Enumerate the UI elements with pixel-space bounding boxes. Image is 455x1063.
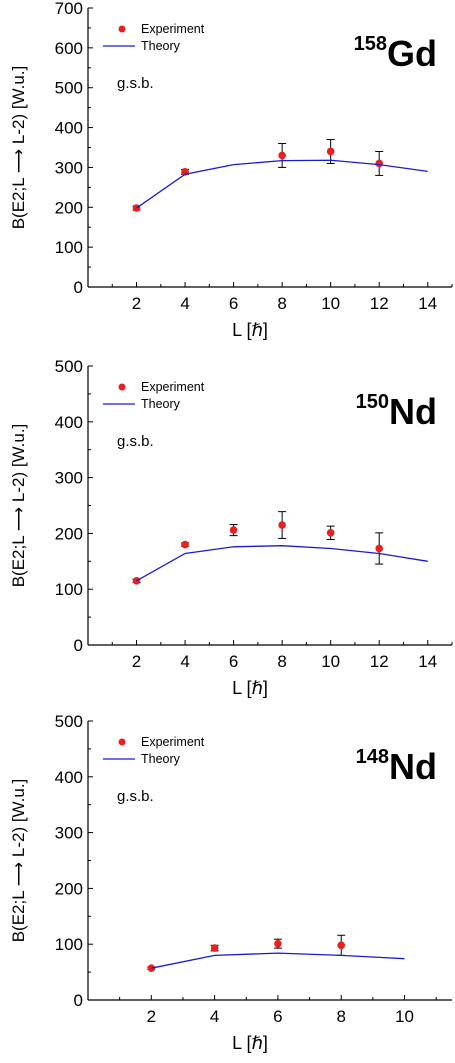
y-tick-label: 100 [55, 935, 83, 954]
y-axis-title: B(E2;L ⟶ L-2) [W.u.] [9, 424, 28, 588]
x-tick-label: 4 [180, 652, 189, 671]
y-tick-label: 700 [55, 0, 83, 18]
experiment-point [181, 540, 189, 549]
x-tick-label: 10 [395, 1007, 414, 1026]
experiment-point [375, 159, 384, 168]
x-tick-label: 12 [370, 652, 389, 671]
legend-experiment-label: Experiment [141, 735, 205, 749]
x-tick-label: 10 [321, 294, 340, 313]
legend-experiment-label: Experiment [141, 22, 205, 36]
y-tick-label: 100 [55, 238, 83, 257]
y-tick-label: 200 [55, 524, 83, 543]
band-label: g.s.b. [117, 788, 154, 805]
x-axis-title: L [ℏ] [232, 320, 268, 340]
experiment-point [326, 147, 335, 156]
panel-148nd: 0 100 200 300 400 500 2 4 6 8 10 B(E2;L ⟶ L-2) [W.u… [9, 712, 452, 1053]
x-tick-label: 4 [180, 294, 189, 313]
y-axis-title: B(E2;L ⟶ L-2) [W.u.] [9, 779, 28, 943]
x-axis-title: L [ℏ] [232, 678, 268, 698]
band-label: g.s.b. [117, 75, 154, 92]
legend-theory-label: Theory [141, 397, 181, 411]
experiment-point [375, 544, 384, 553]
nucleus-label: 158Gd [354, 33, 437, 74]
y-tick-label: 500 [55, 79, 83, 98]
y-tick-label: 600 [55, 39, 83, 58]
nucleus-symbol: Nd [389, 391, 437, 432]
legend-experiment-marker [118, 383, 126, 391]
x-tick-label: 12 [370, 294, 389, 313]
y-tick-label: 500 [55, 712, 83, 731]
band-label: g.s.b. [117, 433, 154, 450]
y-tick-label: 300 [55, 469, 83, 488]
legend-experiment-marker [118, 25, 126, 33]
y-tick-label: 100 [55, 580, 83, 599]
y-tick-label: 500 [55, 357, 83, 376]
x-tick-label: 8 [336, 1007, 345, 1026]
theory-line [136, 545, 428, 582]
experiment-point [210, 944, 219, 952]
y-tick-label: 200 [55, 879, 83, 898]
x-tick-label: 6 [229, 294, 238, 313]
y-tick-label: 200 [55, 198, 83, 217]
experiment-point [229, 526, 238, 534]
theory-line [136, 159, 428, 209]
y-tick-label: 300 [55, 158, 83, 177]
experiment-point [278, 521, 286, 529]
legend-experiment-label: Experiment [141, 380, 205, 394]
x-tick-label: 10 [321, 652, 340, 671]
y-axis-title: B(E2;L ⟶ L-2) [W.u.] [9, 66, 28, 230]
legend-theory-label: Theory [141, 39, 181, 53]
x-tick-label: 8 [277, 294, 286, 313]
experiment-point [337, 941, 346, 950]
experiment-point [278, 151, 286, 160]
y-tick-label: 0 [74, 636, 83, 655]
x-tick-label: 2 [147, 1007, 156, 1026]
panel-150nd: 0 100 200 300 400 500 2 4 6 8 10 12 14 B(E2;L ⟶ L-2) … [9, 357, 453, 698]
experiment-point [326, 529, 335, 537]
x-tick-label: 4 [210, 1007, 219, 1026]
x-tick-label: 2 [132, 294, 141, 313]
nucleus-mass: 158 [354, 33, 387, 55]
nucleus-mass: 148 [356, 746, 389, 768]
y-tick-label: 400 [55, 413, 83, 432]
legend-experiment-marker [118, 738, 126, 746]
x-axis-title: L [ℏ] [232, 1033, 268, 1053]
panel-158gd: 0 100 200 300 400 500 600 700 2 4 6 8 10 12 14 B(E2;L ⟶… [9, 0, 453, 340]
y-tick-label: 0 [74, 278, 83, 297]
experiment-point [274, 939, 282, 948]
theory-line [151, 952, 405, 969]
y-tick-label: 400 [55, 119, 83, 138]
x-tick-label: 2 [132, 652, 141, 671]
nucleus-mass: 150 [356, 391, 389, 413]
nucleus-symbol: Gd [387, 33, 437, 74]
y-tick-label: 300 [55, 824, 83, 843]
x-tick-label: 14 [418, 294, 437, 313]
nucleus-label: 150Nd [356, 391, 437, 432]
x-tick-label: 14 [418, 652, 437, 671]
y-tick-label: 400 [55, 768, 83, 787]
x-tick-label: 8 [277, 652, 286, 671]
nucleus-symbol: Nd [389, 746, 437, 787]
x-tick-label: 6 [229, 652, 238, 671]
legend-theory-label: Theory [141, 752, 181, 766]
nucleus-label: 148Nd [356, 746, 437, 787]
x-tick-label: 6 [273, 1007, 282, 1026]
y-tick-label: 0 [74, 991, 83, 1010]
